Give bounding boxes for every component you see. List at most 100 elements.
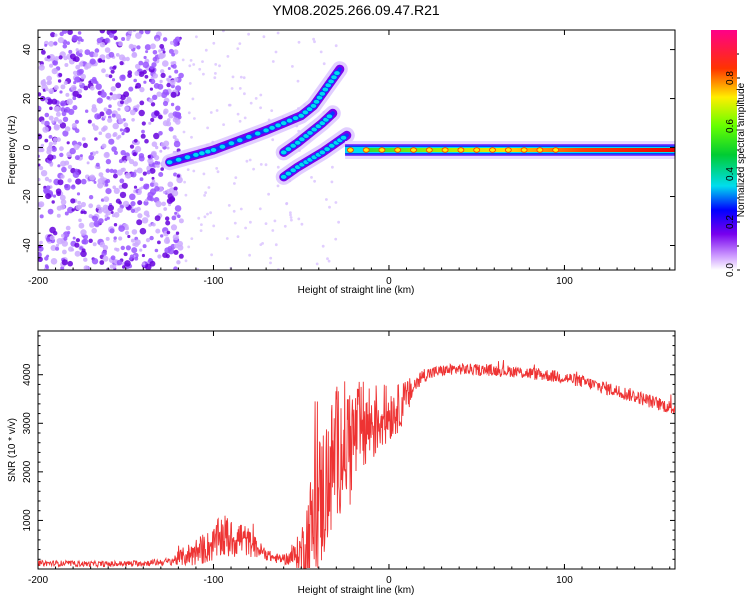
noise-speckle	[276, 184, 280, 188]
noise-speckle	[173, 77, 179, 82]
noise-speckle	[115, 41, 119, 45]
noise-speckle	[83, 85, 89, 91]
ridge-blob	[236, 137, 244, 144]
noise-speckle	[236, 47, 240, 50]
noise-speckle	[136, 219, 143, 226]
noise-speckle	[190, 237, 194, 241]
noise-speckle	[53, 85, 59, 91]
colorbar-tick-label: 0.8	[725, 71, 736, 85]
noise-speckle	[110, 86, 117, 92]
noise-speckle	[238, 42, 242, 45]
noise-speckle	[46, 75, 52, 82]
noise-speckle	[44, 43, 48, 47]
noise-speckle	[123, 252, 128, 257]
noise-speckle	[82, 142, 88, 148]
noise-speckle	[134, 239, 141, 246]
noise-speckle	[85, 109, 89, 113]
noise-speckle	[54, 33, 58, 37]
noise-speckle	[115, 82, 122, 89]
noise-speckle	[130, 208, 136, 213]
noise-speckle	[44, 87, 49, 92]
noise-speckle	[38, 202, 41, 207]
noise-speckle	[119, 74, 126, 82]
noise-speckle	[88, 80, 92, 84]
noise-speckle	[90, 152, 93, 156]
noise-speckle	[132, 152, 137, 157]
noise-speckle	[112, 122, 119, 130]
noise-speckle	[61, 233, 65, 238]
noise-speckle	[65, 225, 71, 231]
noise-speckle	[156, 161, 161, 165]
noise-speckle	[203, 215, 207, 219]
noise-speckle	[60, 174, 65, 179]
noise-speckle	[157, 254, 162, 259]
ridge-blob	[227, 140, 235, 147]
noise-speckle	[123, 160, 127, 164]
noise-speckle	[78, 222, 85, 229]
noise-speckle	[321, 244, 325, 248]
noise-speckle	[68, 246, 74, 252]
colorbar-tick-label: 0.0	[725, 263, 736, 277]
noise-speckle	[96, 37, 103, 44]
noise-speckle	[249, 101, 253, 105]
noise-speckle	[139, 248, 143, 252]
noise-speckle	[252, 167, 256, 171]
noise-speckle	[112, 185, 116, 190]
noise-speckle	[75, 64, 81, 70]
carrier-blob	[410, 147, 417, 153]
noise-speckle	[126, 156, 131, 161]
noise-speckle	[206, 126, 210, 130]
noise-speckle	[55, 111, 61, 117]
noise-speckle	[283, 224, 287, 228]
noise-speckle	[77, 31, 82, 35]
noise-speckle	[108, 32, 115, 38]
noise-speckle	[156, 91, 162, 97]
noise-speckle	[72, 105, 78, 111]
noise-speckle	[189, 59, 193, 62]
noise-speckle	[74, 250, 81, 257]
noise-speckle	[173, 42, 178, 47]
noise-speckle	[313, 179, 316, 183]
noise-speckle	[38, 201, 45, 208]
noise-speckle	[67, 206, 74, 214]
noise-speckle	[159, 44, 165, 49]
noise-speckle	[232, 209, 236, 213]
noise-speckle	[130, 201, 136, 207]
colorbar-tick-label: 0.6	[725, 119, 736, 133]
noise-speckle	[173, 249, 179, 255]
noise-speckle	[192, 63, 196, 66]
carrier-core	[365, 148, 675, 152]
noise-speckle	[47, 80, 52, 85]
noise-speckle	[68, 108, 75, 115]
noise-speckle	[105, 236, 110, 241]
noise-speckle	[264, 222, 268, 226]
ridge-blob	[284, 146, 292, 152]
noise-speckle	[49, 235, 55, 241]
noise-speckle	[158, 49, 162, 53]
noise-speckle	[86, 161, 90, 165]
noise-speckle	[138, 60, 144, 66]
noise-speckle	[62, 43, 68, 49]
noise-speckle	[80, 250, 87, 258]
noise-speckle	[273, 219, 277, 223]
noise-speckle	[67, 260, 73, 267]
noise-speckle	[49, 106, 53, 111]
noise-speckle	[134, 256, 139, 261]
noise-speckle	[168, 112, 175, 119]
noise-speckle	[104, 151, 110, 157]
noise-speckle	[140, 133, 146, 139]
noise-speckle	[131, 51, 137, 57]
noise-speckle	[188, 82, 192, 85]
noise-speckle	[173, 38, 179, 44]
noise-speckle	[113, 239, 117, 243]
noise-speckle	[157, 83, 164, 90]
noise-speckle	[151, 176, 155, 180]
noise-speckle	[182, 130, 186, 134]
noise-speckle	[216, 170, 220, 174]
noise-speckle	[149, 167, 156, 174]
noise-speckle	[51, 120, 55, 124]
noise-speckle	[113, 187, 120, 194]
noise-speckle	[327, 259, 331, 263]
spectrogram-y-tick-label: 40	[22, 44, 33, 56]
noise-speckle	[163, 207, 168, 211]
